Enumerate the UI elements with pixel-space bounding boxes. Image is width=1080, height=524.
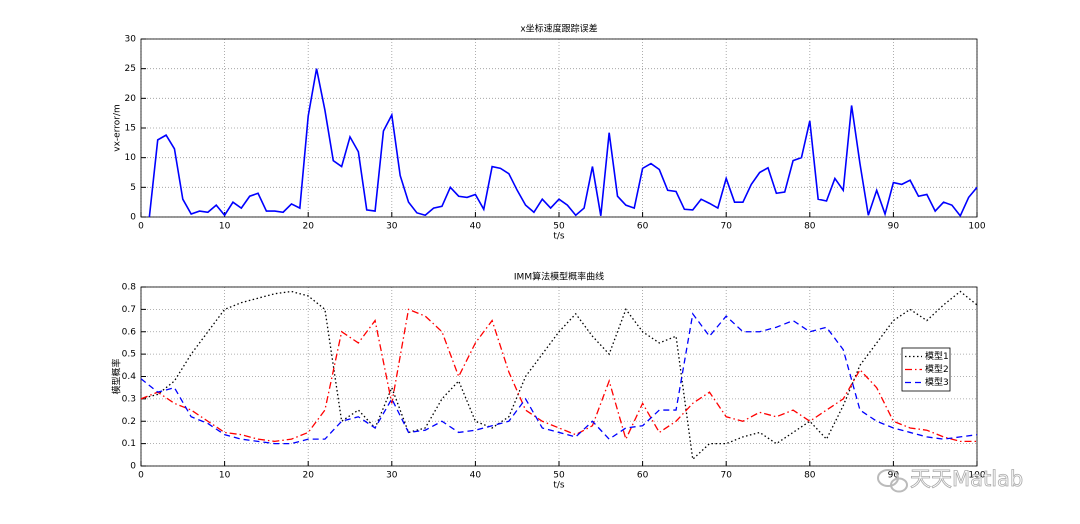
y-tick-label: 0.5 <box>122 350 136 360</box>
watermark: 天天Matlab <box>910 467 1023 491</box>
x-tick-label: 0 <box>138 471 144 481</box>
legend-label: 模型2 <box>925 364 949 375</box>
chart-title: x坐标速度跟踪误差 <box>520 23 597 35</box>
x-axis-label: t/s <box>553 481 565 491</box>
x-tick-label: 20 <box>302 471 314 481</box>
legend: 模型1 模型2 模型3 <box>901 347 951 392</box>
x-tick-label: 80 <box>804 471 816 481</box>
x-tick-label: 30 <box>386 471 398 481</box>
x-tick-label: 10 <box>219 471 231 481</box>
x-axis-label: t/s <box>553 232 565 242</box>
x-tick-label: 60 <box>637 471 649 481</box>
x-tick-label: 50 <box>553 222 565 232</box>
x-tick-label: 50 <box>553 471 565 481</box>
y-axis-label: 模型概率 <box>111 358 123 394</box>
x-tick-label: 80 <box>804 222 816 232</box>
y-tick-label: 25 <box>125 64 136 74</box>
y-tick-label: 10 <box>125 153 137 163</box>
y-axis-label: vx-error/m <box>113 104 123 152</box>
series-line <box>140 290 978 461</box>
legend-label: 模型3 <box>925 377 949 388</box>
x-tick-label: 40 <box>470 222 482 232</box>
y-tick-label: 15 <box>125 124 136 134</box>
axes-box <box>140 286 978 467</box>
axes-box <box>140 38 978 218</box>
x-tick-label: 10 <box>219 222 231 232</box>
x-tick-label: 70 <box>720 222 732 232</box>
y-tick-label: 0.3 <box>122 394 136 404</box>
y-tick-label: 0.8 <box>122 283 137 293</box>
x-tick-label: 100 <box>968 471 985 481</box>
y-tick-label: 0.2 <box>122 417 136 427</box>
x-tick-label: 60 <box>637 222 649 232</box>
y-tick-label: 5 <box>130 183 136 193</box>
y-tick-label: 0.7 <box>122 305 136 315</box>
series-line <box>148 68 978 218</box>
y-tick-label: 0.1 <box>122 439 136 449</box>
y-tick-label: 0 <box>130 213 136 223</box>
y-tick-label: 0 <box>130 462 136 472</box>
x-tick-label: 20 <box>302 222 314 232</box>
y-tick-label: 0.4 <box>122 372 137 382</box>
y-tick-label: 30 <box>125 35 137 45</box>
x-tick-label: 90 <box>888 471 900 481</box>
x-tick-label: 40 <box>470 471 482 481</box>
x-tick-label: 0 <box>138 222 144 232</box>
x-tick-label: 30 <box>386 222 398 232</box>
y-tick-label: 0.6 <box>122 327 137 337</box>
x-tick-label: 100 <box>968 222 985 232</box>
x-tick-label: 90 <box>888 222 900 232</box>
chart-title: IMM算法模型概率曲线 <box>514 271 604 283</box>
legend-label: 模型1 <box>925 351 949 362</box>
series-line <box>140 312 978 445</box>
x-tick-label: 70 <box>720 471 732 481</box>
watermark-icon <box>877 469 908 493</box>
y-tick-label: 20 <box>125 94 137 104</box>
